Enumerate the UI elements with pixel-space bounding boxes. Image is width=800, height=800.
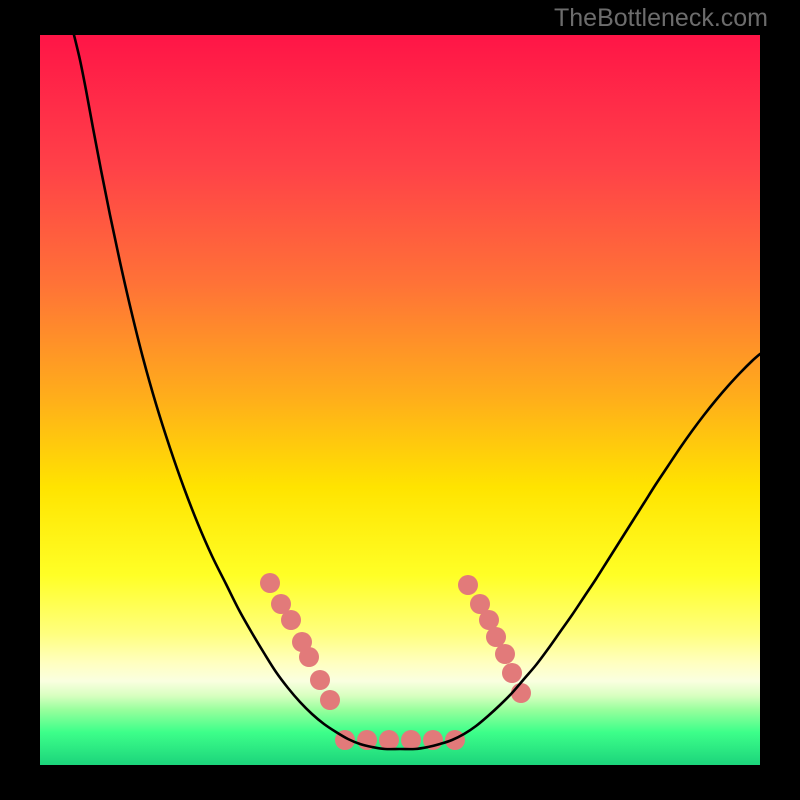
data-marker — [379, 730, 399, 750]
data-marker — [401, 730, 421, 750]
data-marker — [281, 610, 301, 630]
data-markers-group — [260, 573, 531, 750]
data-marker — [458, 575, 478, 595]
data-marker — [310, 670, 330, 690]
data-marker — [320, 690, 340, 710]
chart-svg — [0, 0, 800, 800]
bottleneck-curve — [74, 35, 760, 749]
data-marker — [486, 627, 506, 647]
data-marker — [260, 573, 280, 593]
data-marker — [502, 663, 522, 683]
watermark-text: TheBottleneck.com — [554, 4, 768, 33]
chart-container: TheBottleneck.com — [0, 0, 800, 800]
data-marker — [511, 683, 531, 703]
data-marker — [299, 647, 319, 667]
data-marker — [495, 644, 515, 664]
